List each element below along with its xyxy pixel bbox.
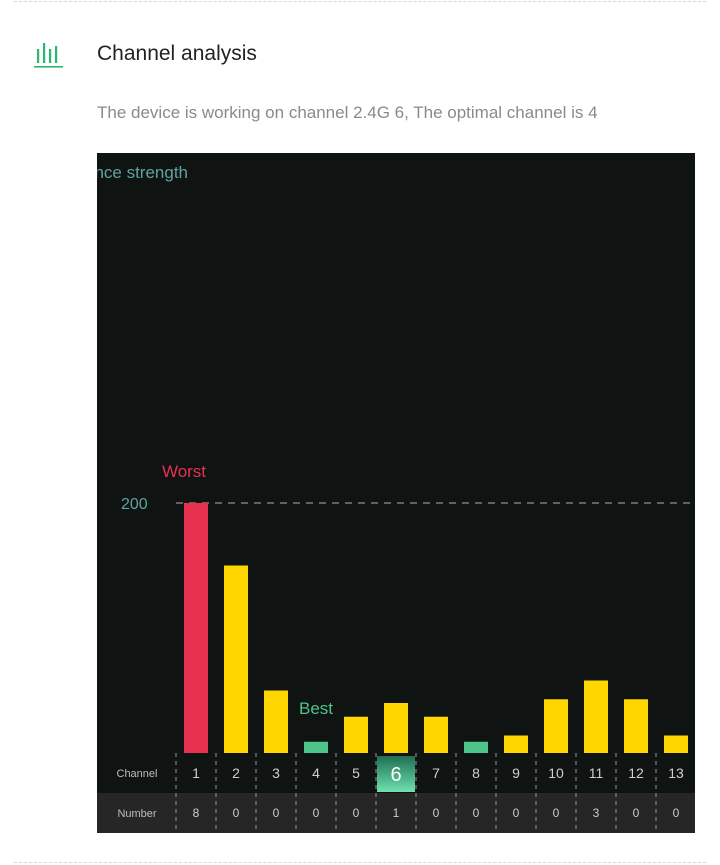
channel-label-11: 11	[589, 765, 604, 781]
gridline-label: 200	[121, 496, 148, 513]
bar-channel-13	[664, 735, 688, 753]
bar-channel-12	[624, 699, 648, 753]
number-row-background	[97, 793, 695, 833]
count-channel-11: 3	[593, 806, 600, 820]
worst-annotation: Worst	[162, 462, 206, 481]
bar-chart-icon	[34, 43, 63, 68]
channel-chart: ence strength200ChannelNumberWorstBest18…	[97, 153, 695, 833]
bar-channel-4	[304, 741, 328, 753]
bar-channel-3	[264, 690, 288, 753]
channel-row-label: Channel	[117, 768, 158, 780]
channel-label-7: 7	[432, 765, 440, 781]
number-row-label: Number	[117, 808, 156, 820]
bar-channel-2	[224, 565, 248, 753]
channel-label-5: 5	[352, 765, 360, 781]
count-channel-4: 0	[313, 806, 320, 820]
count-channel-5: 0	[353, 806, 360, 820]
bar-channel-9	[504, 735, 528, 753]
channel-label-2: 2	[232, 765, 240, 781]
bar-channel-7	[424, 716, 448, 753]
count-channel-8: 0	[473, 806, 480, 820]
bar-channel-10	[544, 699, 568, 753]
bar-channel-11	[584, 680, 608, 753]
channel-label-3: 3	[272, 765, 280, 781]
section-title: Channel analysis	[97, 42, 257, 65]
bar-channel-6	[384, 703, 408, 753]
count-channel-13: 0	[673, 806, 680, 820]
section-description: The device is working on channel 2.4G 6,…	[97, 103, 598, 122]
bar-channel-8	[464, 741, 488, 753]
count-channel-6: 1	[393, 806, 400, 820]
channel-chart-svg: ence strength200ChannelNumberWorstBest18…	[97, 163, 695, 833]
count-channel-10: 0	[553, 806, 560, 820]
best-annotation: Best	[299, 699, 333, 718]
channel-label-4: 4	[312, 765, 320, 781]
channel-label-9: 9	[512, 765, 520, 781]
channel-label-10: 10	[548, 765, 564, 781]
top-divider	[14, 1, 706, 2]
bar-channel-1	[184, 503, 208, 753]
count-channel-2: 0	[233, 806, 240, 820]
count-channel-3: 0	[273, 806, 280, 820]
current-channel-highlight	[377, 756, 415, 792]
count-channel-7: 0	[433, 806, 440, 820]
count-channel-9: 0	[513, 806, 520, 820]
count-channel-1: 8	[193, 806, 200, 820]
y-axis-label: ence strength	[97, 163, 188, 182]
count-channel-12: 0	[633, 806, 640, 820]
bar-channel-5	[344, 716, 368, 753]
bottom-divider	[14, 862, 706, 863]
channel-label-1: 1	[192, 765, 200, 781]
channel-label-8: 8	[472, 765, 480, 781]
channel-label-13: 13	[668, 765, 684, 781]
channel-label-6: 6	[390, 764, 401, 786]
channel-label-12: 12	[628, 765, 644, 781]
